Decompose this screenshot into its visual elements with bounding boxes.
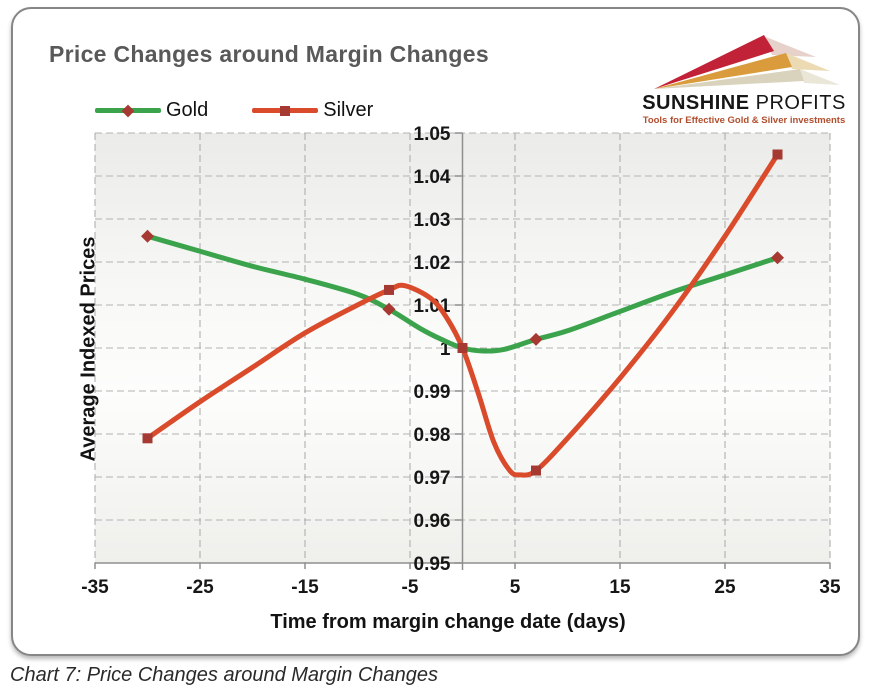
logo-tagline: Tools for Effective Gold & Silver invest… bbox=[642, 115, 846, 126]
y-tick-label: 1.04 bbox=[414, 167, 451, 188]
logo-brand-light: PROFITS bbox=[755, 92, 846, 114]
marker-silver bbox=[457, 343, 468, 353]
chart-canvas: 1.051.041.031.021.0110.990.980.970.960.9… bbox=[81, 124, 841, 598]
y-tick-label: 1 bbox=[440, 339, 451, 360]
x-tick-label: 5 bbox=[510, 577, 521, 598]
marker-silver bbox=[772, 149, 783, 160]
page-title: Price Changes around Margin Changes bbox=[49, 41, 489, 67]
marker-gold bbox=[770, 251, 785, 265]
legend-label-silver: Silver bbox=[323, 99, 374, 121]
sunshine-profits-logo: SUNSHINE PROFITS Tools for Effective Gol… bbox=[640, 29, 848, 126]
x-tick-label: 25 bbox=[714, 577, 736, 598]
marker-gold bbox=[529, 332, 543, 346]
y-tick-label: 0.97 bbox=[414, 468, 451, 489]
silver-marker-icon bbox=[280, 105, 291, 116]
marker-gold bbox=[140, 229, 155, 243]
marker-silver bbox=[384, 284, 394, 295]
chart-legend: Gold Silver bbox=[95, 99, 373, 122]
x-tick-label: 35 bbox=[819, 577, 841, 598]
marker-silver bbox=[531, 465, 541, 476]
marker-gold bbox=[382, 302, 396, 316]
y-tick-label: 1.05 bbox=[414, 124, 451, 145]
legend-line-swatch-gold bbox=[95, 104, 161, 117]
x-tick-label: 15 bbox=[609, 577, 631, 598]
y-axis-title: Average Indexed Prices bbox=[77, 236, 100, 462]
chart-card: Price Changes around Margin Changes Gold… bbox=[11, 7, 860, 656]
x-tick-label: -25 bbox=[186, 577, 214, 598]
y-tick-label: 0.99 bbox=[414, 382, 451, 403]
logo-brand: SUNSHINE PROFITS bbox=[640, 93, 848, 114]
series-line-silver bbox=[145, 152, 780, 478]
y-tick-label: 0.95 bbox=[414, 554, 451, 575]
sunshine-rays-icon bbox=[654, 35, 840, 89]
x-tick-label: -5 bbox=[402, 577, 419, 598]
legend-line-swatch-silver bbox=[252, 105, 319, 116]
y-tick-label: 1.02 bbox=[414, 253, 451, 274]
logo-brand-bold: SUNSHINE bbox=[642, 92, 750, 114]
chart-caption: Chart 7: Price Changes around Margin Cha… bbox=[10, 664, 439, 686]
x-axis-title: Time from margin change date (days) bbox=[270, 611, 626, 633]
y-tick-label: 0.96 bbox=[414, 511, 451, 532]
marker-silver bbox=[142, 433, 153, 444]
y-tick-label: 0.98 bbox=[414, 425, 451, 446]
x-tick-label: -15 bbox=[291, 577, 319, 598]
legend-item-gold: Gold bbox=[95, 99, 208, 122]
y-tick-label: 1.03 bbox=[414, 210, 451, 231]
legend-item-silver: Silver bbox=[252, 99, 373, 122]
x-tick-label: -35 bbox=[81, 577, 109, 598]
legend-label-gold: Gold bbox=[166, 99, 209, 121]
